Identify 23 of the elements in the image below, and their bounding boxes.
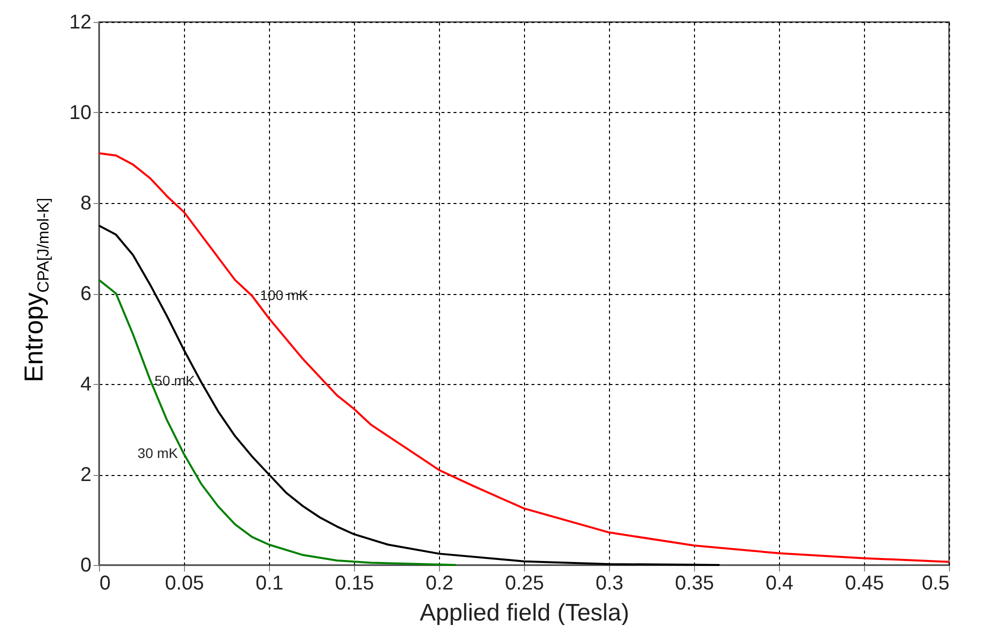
y-tick-label: 6 — [80, 283, 92, 305]
x-tick-label: 0.1 — [256, 572, 284, 594]
x-tick-label: 0.05 — [165, 572, 204, 594]
y-tick-label: 4 — [80, 374, 92, 396]
series-label: 30 mK — [138, 445, 179, 462]
y-tick-label: 12 — [69, 12, 92, 34]
x-tick-label: 0.5 — [922, 572, 950, 594]
y-tick-label: 0 — [80, 554, 92, 576]
x-tick-label: 0.2 — [426, 572, 454, 594]
line-series — [98, 152, 950, 563]
series-label: 50 mK — [154, 372, 196, 389]
x-tick-label: 0 — [100, 572, 111, 594]
x-tick-label: 0.15 — [335, 572, 374, 594]
x-tick-label: 0.45 — [845, 572, 884, 594]
y-tick-label: 8 — [80, 192, 92, 214]
y-tick-label: 2 — [80, 464, 92, 486]
x-tick-label: 0.25 — [505, 572, 544, 594]
x-tick-label: 0.4 — [766, 572, 794, 594]
y-tick-label: 10 — [69, 102, 92, 124]
x-tick-label: 0.3 — [596, 572, 624, 594]
line-series — [98, 278, 457, 566]
x-tick-label: 0.35 — [675, 572, 714, 594]
series-label: 100 mK — [260, 286, 309, 303]
